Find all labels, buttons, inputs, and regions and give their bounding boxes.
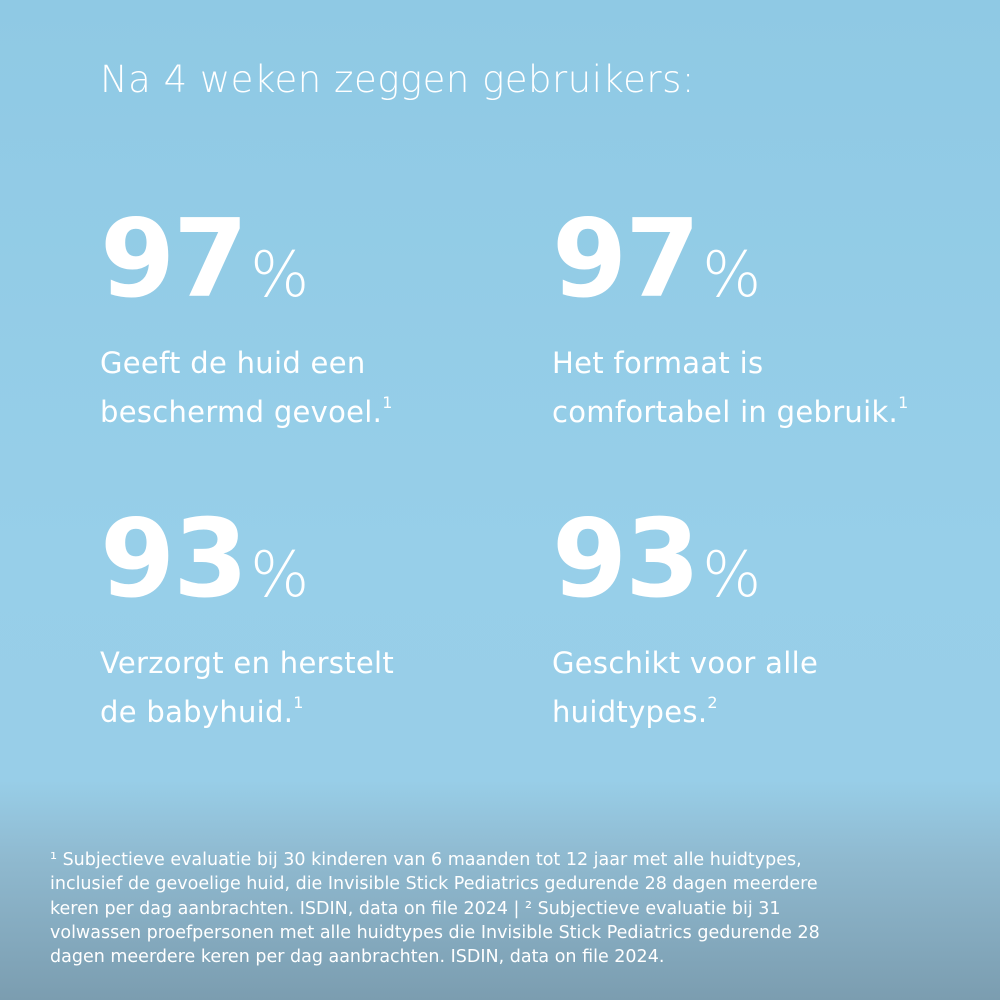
footnote: ¹ Subjectieve evaluatie bij 30 kinderen … <box>50 848 820 969</box>
stat: 97% Geeft de huid een beschermd gevoel.1 <box>100 206 540 432</box>
stat-number: 97% <box>552 206 992 325</box>
description-line: Geeft de huid een <box>100 343 540 383</box>
stat-value: 93 <box>100 497 248 622</box>
stat-description: Geeft de huid een beschermd gevoel.1 <box>100 343 540 432</box>
stat-unit: % <box>702 538 761 611</box>
stat-number: 93% <box>100 506 540 625</box>
description-text: Het formaat is <box>552 346 764 380</box>
footnote-line: keren per dag aanbrachten. ISDIN, data o… <box>50 898 781 919</box>
stat-description: Geschikt voor alle huidtypes.2 <box>552 643 992 732</box>
description-line: Verzorgt en herstelt <box>100 643 540 683</box>
footnote-ref: 1 <box>898 393 909 412</box>
description-line: Geschikt voor alle <box>552 643 992 683</box>
stat-unit: % <box>250 538 309 611</box>
description-text: Geschikt voor alle <box>552 646 819 680</box>
stat: 93% Verzorgt en herstelt de babyhuid.1 <box>100 506 540 732</box>
footnote-line: dagen meerdere keren per dag aanbrachten… <box>50 947 665 968</box>
footnote-ref: 1 <box>293 693 304 712</box>
stat-number: 93% <box>552 506 992 625</box>
description-text: de babyhuid. <box>100 695 294 729</box>
stat-value: 93 <box>552 497 700 622</box>
title: Na 4 weken zeggen gebruikers: <box>100 58 695 101</box>
description-line: beschermd gevoel.1 <box>100 383 540 432</box>
footnote-ref: 1 <box>382 393 393 412</box>
description-text: huidtypes. <box>552 695 708 729</box>
stat-number: 97% <box>100 206 540 325</box>
description-line: Het formaat is <box>552 343 992 383</box>
footnote-ref: 2 <box>707 693 718 712</box>
description-line: de babyhuid.1 <box>100 683 540 732</box>
stat-unit: % <box>702 238 761 311</box>
description-line: huidtypes.2 <box>552 683 992 732</box>
description-text: Geeft de huid een <box>100 346 366 380</box>
stat-value: 97 <box>552 197 700 322</box>
footnote-line: inclusief de gevoelige huid, die Invisib… <box>50 874 818 895</box>
stat-description: Verzorgt en herstelt de babyhuid.1 <box>100 643 540 732</box>
stat-unit: % <box>250 238 309 311</box>
stat: 93% Geschikt voor alle huidtypes.2 <box>552 506 992 732</box>
stat-description: Het formaat is comfortabel in gebruik.1 <box>552 343 992 432</box>
description-text: Verzorgt en herstelt <box>100 646 395 680</box>
stat: 97% Het formaat is comfortabel in gebruik.… <box>552 206 992 432</box>
footnote-line: ¹ Subjectieve evaluatie bij 30 kinderen … <box>50 850 802 870</box>
description-text: comfortabel in gebruik. <box>552 395 899 429</box>
footnote-line: volwassen proefpersonen met alle huidtyp… <box>50 922 820 943</box>
description-line: comfortabel in gebruik.1 <box>552 383 992 432</box>
description-text: beschermd gevoel. <box>100 395 383 429</box>
stat-value: 97 <box>100 197 248 322</box>
